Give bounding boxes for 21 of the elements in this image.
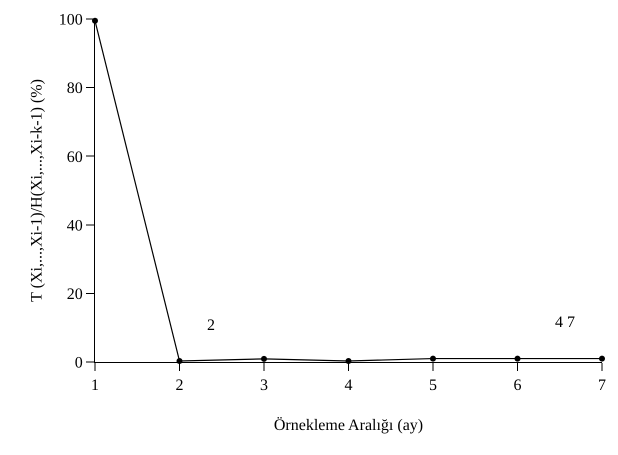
x-tick-label: 2 bbox=[176, 377, 184, 394]
x-tick-label: 6 bbox=[514, 377, 522, 394]
point bbox=[599, 356, 605, 362]
annotation: 2 bbox=[207, 317, 215, 334]
point bbox=[514, 356, 520, 362]
point bbox=[430, 356, 436, 362]
x-tick-label: 7 bbox=[598, 377, 606, 394]
y-axis-title: T (Xi,...,Xi-1)/H(Xi,...,Xi-k-1) (%) bbox=[28, 79, 46, 302]
x-tick-label: 4 bbox=[344, 377, 352, 394]
y-tick-label: 0 bbox=[74, 354, 83, 372]
x-tick-label: 1 bbox=[91, 377, 99, 394]
x-axis-title: Örnekleme Aralığı (ay) bbox=[274, 416, 424, 434]
y-tick-label: 100 bbox=[58, 12, 83, 29]
point bbox=[261, 356, 267, 362]
y-tick-label: 60 bbox=[66, 148, 83, 166]
y-tick-label: 20 bbox=[66, 286, 83, 303]
y-tick-label: 40 bbox=[66, 217, 83, 234]
annotation: 4 7 bbox=[555, 314, 575, 331]
x-tick-label: 5 bbox=[429, 377, 437, 394]
x-tick-label: 3 bbox=[260, 377, 268, 394]
y-tick-label: 80 bbox=[66, 80, 83, 98]
